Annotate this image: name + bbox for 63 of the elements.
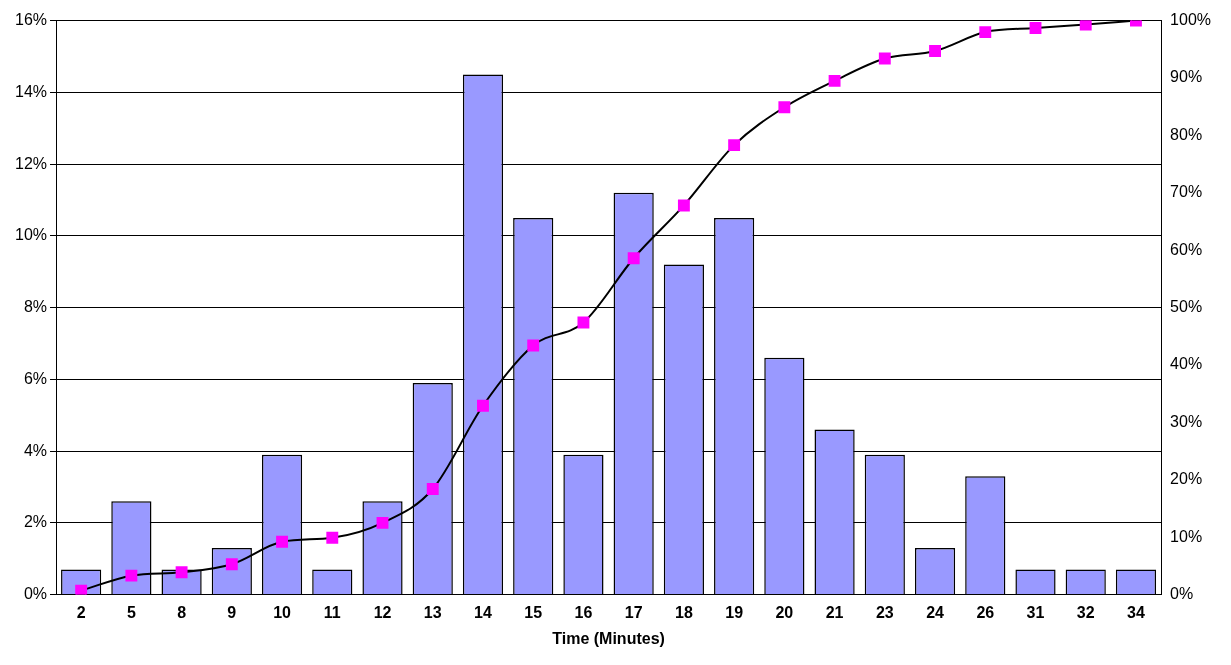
x-tick-label: 12	[373, 603, 392, 621]
point	[577, 316, 590, 329]
x-tick-label: 34	[1127, 603, 1145, 621]
y-tick-label: 4%	[23, 441, 48, 459]
x-tick-label: 32	[1076, 603, 1095, 621]
x-tick-label: 13	[423, 603, 442, 621]
point	[778, 101, 791, 114]
point	[477, 399, 489, 412]
x-tick-label: 18	[675, 603, 693, 621]
x-tick-label: 21	[825, 603, 844, 621]
point	[677, 199, 690, 212]
y2-tick-label: 40%	[1170, 355, 1203, 373]
y-tick-label: 14%	[14, 82, 48, 100]
point	[1029, 22, 1042, 35]
y-tick-label: 6%	[23, 369, 48, 387]
y-tick-label: 12%	[14, 154, 48, 172]
y2-tick-label: 90%	[1170, 68, 1203, 86]
y2-tick-label: 60%	[1170, 240, 1203, 258]
x-axis-title: Time (Minutes)	[552, 629, 665, 647]
y-tick-label: 8%	[23, 298, 48, 316]
point	[527, 339, 540, 352]
point	[276, 535, 289, 548]
y2-tick-label: 20%	[1170, 470, 1203, 488]
x-tick-label: 20	[775, 603, 794, 621]
point	[326, 531, 339, 544]
y2-tick-label: 80%	[1170, 125, 1203, 143]
x-tick-label: 15	[524, 603, 543, 621]
point	[1079, 20, 1092, 31]
x-tick-label: 5	[126, 603, 136, 621]
point	[75, 584, 88, 595]
y2-tick-label: 70%	[1170, 183, 1203, 201]
y-tick-label: 0%	[23, 585, 48, 603]
point	[878, 52, 891, 65]
y2-tick-label: 30%	[1170, 412, 1203, 430]
point	[929, 45, 941, 57]
y2-tick-label: 10%	[1170, 527, 1203, 545]
x-tick-label: 10	[273, 603, 292, 621]
point	[627, 252, 640, 265]
x-tick-label: 19	[725, 603, 744, 621]
x-tick-label: 14	[474, 603, 492, 621]
x-tick-label: 9	[227, 603, 237, 621]
x-tick-label: 11	[323, 603, 341, 621]
point	[175, 566, 188, 579]
point	[979, 26, 992, 39]
x-tick-label: 26	[976, 603, 995, 621]
y2-tick-label: 100%	[1170, 11, 1211, 29]
x-tick-label: 8	[177, 603, 187, 621]
x-tick-label: 24	[926, 603, 945, 621]
point	[125, 569, 138, 582]
point	[828, 74, 841, 87]
y-tick-label: 2%	[23, 513, 48, 531]
y-tick-label: 16%	[14, 11, 48, 29]
point	[376, 516, 389, 529]
point	[426, 483, 439, 495]
y-tick-label: 10%	[14, 226, 48, 244]
y2-tick-label: 50%	[1170, 298, 1203, 316]
x-tick-label: 23	[875, 603, 894, 621]
x-tick-label: 17	[624, 603, 643, 621]
x-tick-label: 31	[1026, 603, 1045, 621]
x-tick-label: 2	[76, 603, 86, 621]
x-tick-label: 16	[574, 603, 593, 621]
point	[728, 139, 741, 152]
y2-tick-label: 0%	[1170, 585, 1194, 603]
